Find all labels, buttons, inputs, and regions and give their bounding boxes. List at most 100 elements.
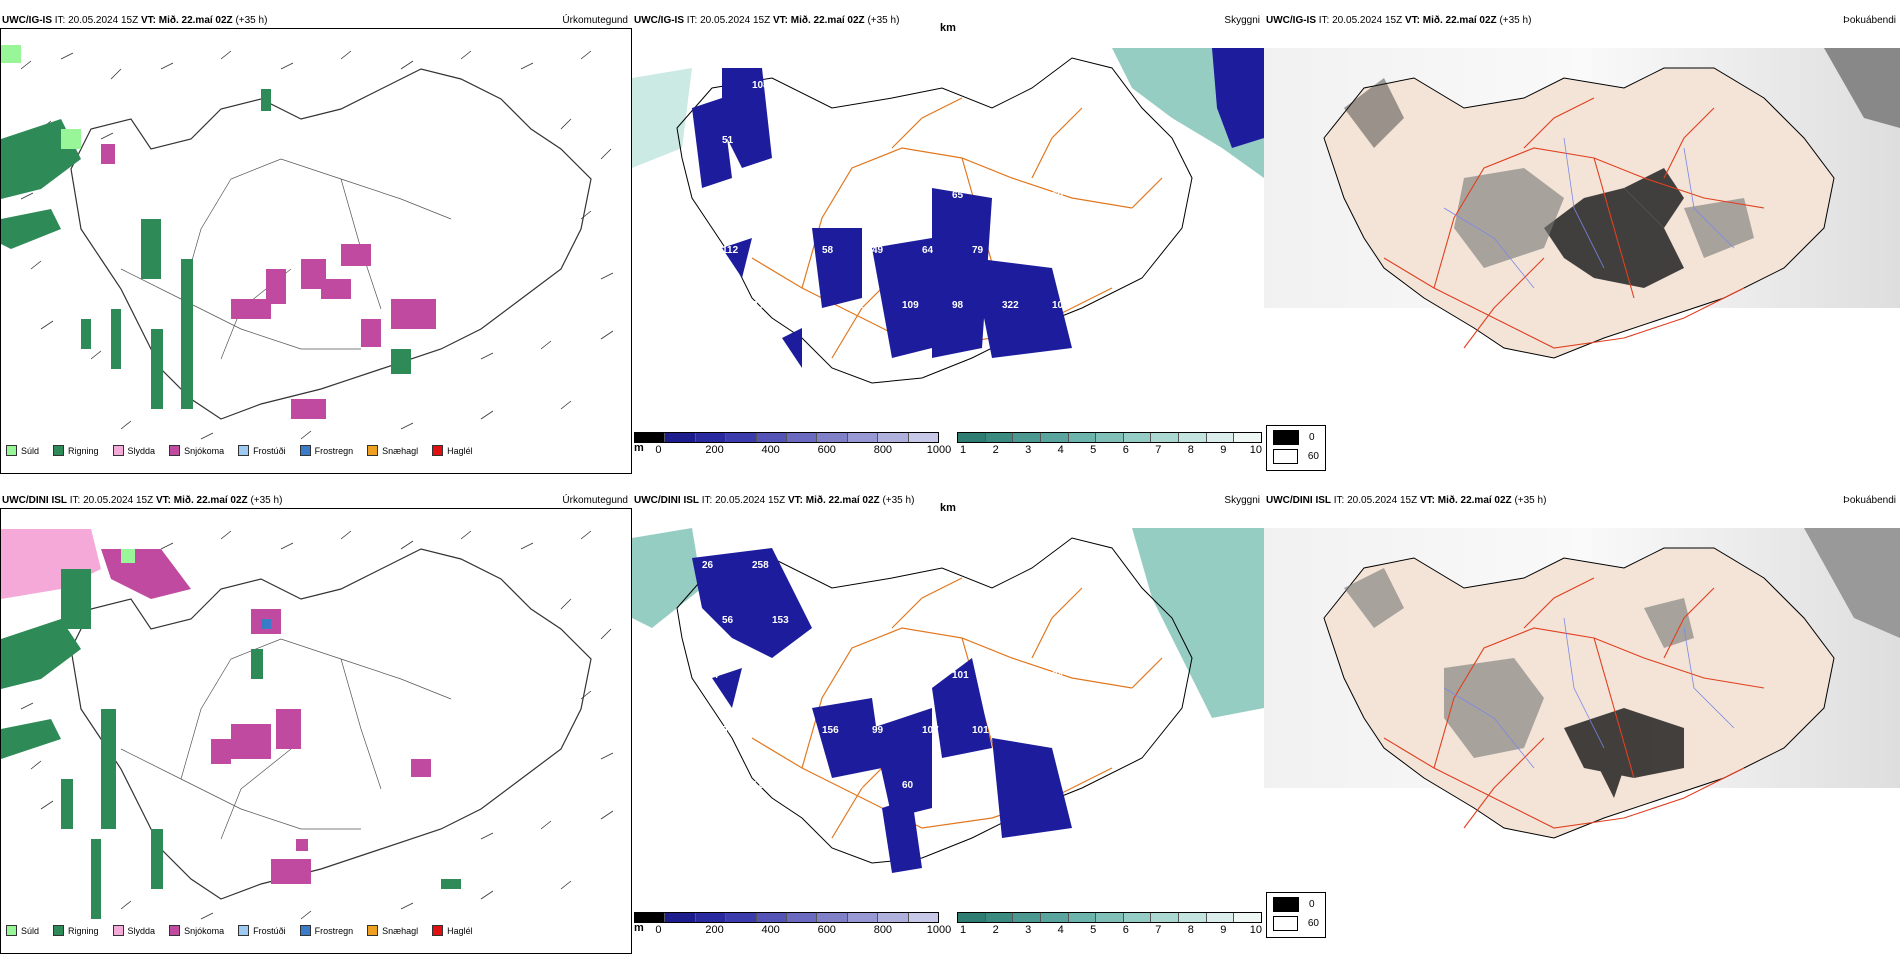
colorbar-segment [1040,433,1069,442]
visibility-value-label: 14 [852,780,864,791]
visibility-value-label: 75 [1022,245,1034,256]
visibility-value-label: 80 [822,615,834,626]
legend-swatch [238,925,250,936]
visibility-value-label: 89 [852,670,864,681]
colorbar-segment [1179,433,1207,442]
colorbar-tick: 200 [705,924,724,936]
colorbar-tick: 400 [761,444,780,456]
colorbar-segment [756,433,788,442]
colorbar-tick: 4 [1057,444,1064,456]
visibility-value-label: 55 [772,135,784,146]
visibility-value-label: 49 [872,245,884,256]
colorbar-segment [1206,913,1235,922]
visibility-value-label: 112 [702,300,719,311]
visibility-value-label: 60 [902,80,914,91]
fog-legend-row: 0 [1273,897,1319,912]
colorbar-segment [1151,433,1180,442]
precip-type-panel-top: UWC/IG-IS IT: 20.05.2024 15Z VT: Mið. 22… [0,12,632,474]
precip-legend-item: Snæhagl [367,445,418,456]
colorbar-segment [847,433,879,442]
colorbar-segment [635,433,666,442]
visibility-value-label: 80 [702,780,714,791]
panel-field-name: Þokuábendi [1843,15,1896,26]
colorbar-segment [1206,433,1235,442]
legend-swatch [299,925,311,936]
visibility-panel-top: UWC/IG-IS IT: 20.05.2024 15Z VT: Mið. 22… [632,12,1264,464]
visibility-value-label: 129 [972,135,989,146]
precip-drizzle-areas [1,45,81,149]
visibility-value-label: 123 [1002,80,1019,91]
visibility-value-label: 109 [1052,300,1069,311]
colorbar-segment [958,433,986,442]
visibility-value-label: 79 [852,190,864,201]
fog-legend-swatch [1273,916,1298,931]
visibility-value-label: 79 [952,560,964,571]
legend-swatch [169,925,181,936]
legend-label: Frostregn [314,445,354,456]
visibility-value-label: 51 [722,135,734,146]
precip-legend-item: Snjókoma [169,925,224,936]
visibility-panel-bottom: UWC/DINI ISL IT: 20.05.2024 15Z VT: Mið.… [632,492,1264,944]
fog-legend-swatch [1273,897,1299,912]
legend-label: Súld [21,925,40,936]
colorbar-tick: 1000 [926,924,952,936]
colorbar-tick: 800 [873,924,893,936]
colorbar-tick: 400 [761,924,780,936]
visibility-value-label: 256 [772,725,789,736]
panel-field-name: Úrkomutegund [562,15,628,26]
legend-swatch [112,445,124,456]
visibility-colorbar: 1 2 3 4 5 6 7 8 9 10 [957,912,1262,940]
colorbar-tick: 2 [992,444,999,456]
colorbar-segment [1068,433,1097,442]
colorbar-segment [878,913,909,922]
visibility-value-label: 107 [922,725,939,736]
legend-swatch [367,925,379,936]
visibility-value-label: 72 [1072,615,1084,626]
colorbar-segment [1013,913,1041,922]
legend-swatch [432,445,444,456]
visibility-value-label: 60 [902,780,914,791]
panel-title: UWC/DINI ISL IT: 20.05.2024 15Z VT: Mið.… [634,495,915,506]
fog-legend-row: 60 [1273,916,1319,931]
precip-legend-item: Haglél [432,445,473,456]
legend-swatch [169,445,181,456]
visibility-value-label: 84 [1052,670,1064,681]
panel-field-name: Skyggni [1224,495,1260,506]
colorbar-tick: 10 [1249,924,1263,936]
visibility-value-label: 99 [872,725,884,736]
colorbar-tick: 200 [705,444,724,456]
visibility-value-label: 109 [902,300,919,311]
colorbar-tick: 600 [817,924,836,936]
legend-label: Frostúði [253,445,286,456]
precip-rain-areas [1,89,411,409]
colorbar-tick: 5 [1090,924,1097,936]
precip-legend-item: Snjókoma [169,445,224,456]
panel-title: UWC/IG-IS IT: 20.05.2024 15Z VT: Mið. 22… [2,15,268,26]
colorbar-segment [817,913,848,922]
visibility-value-label: 29 [872,135,884,146]
visibility-value-label: 55 [852,560,864,571]
precip-legend-item: Haglél [432,925,473,936]
colorbar-tick: 0 [655,444,662,456]
precip-legend-item: Snæhagl [367,925,418,936]
precip-legend-item: Frostregn [299,445,354,456]
visibility-value-label: 58 [822,245,834,256]
visibility-value-label: 114 [702,670,719,681]
colorbar-segment [985,913,1014,922]
legend-label: Slydda [127,445,156,456]
visibility-value-label: 94 [752,190,764,201]
legend-swatch [238,445,250,456]
vis-unit-label: km [940,22,956,34]
colorbar-segment [1096,433,1124,442]
colorbar-segment [1123,433,1152,442]
visibility-value-label: 96 [702,190,714,201]
visibility-value-label: 48 [702,80,714,91]
legend-label: Rigning [68,925,99,936]
colorbar-segment [1234,913,1262,922]
precip-type-panel-bottom: UWC/DINI ISL IT: 20.05.2024 15Z VT: Mið.… [0,492,632,954]
panel-title: UWC/IG-IS IT: 20.05.2024 15Z VT: Mið. 22… [1266,15,1532,26]
fog-map [1264,508,1900,918]
visibility-value-label: 459 [772,245,789,256]
colorbar-tick: 9 [1220,444,1227,456]
legend-swatch [299,445,311,456]
